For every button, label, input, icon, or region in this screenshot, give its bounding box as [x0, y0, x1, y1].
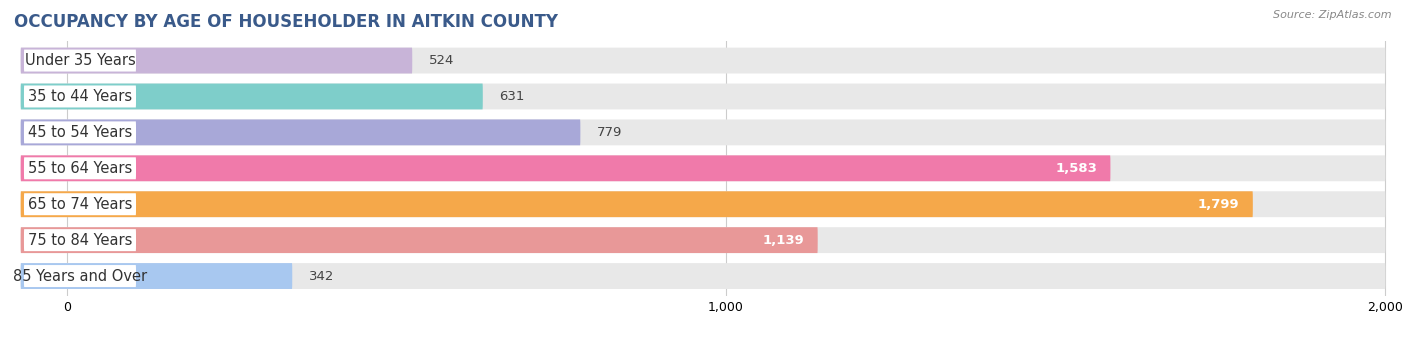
FancyBboxPatch shape: [24, 229, 136, 251]
Text: Under 35 Years: Under 35 Years: [25, 53, 135, 68]
FancyBboxPatch shape: [24, 50, 136, 71]
Text: 779: 779: [598, 126, 623, 139]
FancyBboxPatch shape: [21, 84, 482, 109]
FancyBboxPatch shape: [21, 191, 1253, 217]
FancyBboxPatch shape: [24, 157, 136, 179]
Text: 85 Years and Over: 85 Years and Over: [13, 269, 148, 284]
Text: 55 to 64 Years: 55 to 64 Years: [28, 161, 132, 176]
Text: OCCUPANCY BY AGE OF HOUSEHOLDER IN AITKIN COUNTY: OCCUPANCY BY AGE OF HOUSEHOLDER IN AITKI…: [14, 13, 558, 31]
FancyBboxPatch shape: [21, 155, 1111, 181]
Text: 45 to 54 Years: 45 to 54 Years: [28, 125, 132, 140]
FancyBboxPatch shape: [21, 191, 1385, 217]
Text: 342: 342: [309, 270, 335, 283]
FancyBboxPatch shape: [24, 121, 136, 143]
FancyBboxPatch shape: [21, 48, 1385, 73]
Text: 1,583: 1,583: [1056, 162, 1097, 175]
FancyBboxPatch shape: [21, 155, 1385, 181]
Text: 75 to 84 Years: 75 to 84 Years: [28, 233, 132, 248]
Text: 631: 631: [499, 90, 524, 103]
FancyBboxPatch shape: [24, 193, 136, 215]
Text: Source: ZipAtlas.com: Source: ZipAtlas.com: [1274, 10, 1392, 20]
Text: 1,799: 1,799: [1198, 198, 1240, 211]
FancyBboxPatch shape: [21, 227, 818, 253]
Text: 1,139: 1,139: [763, 234, 804, 246]
FancyBboxPatch shape: [21, 48, 412, 73]
FancyBboxPatch shape: [21, 119, 581, 145]
Text: 35 to 44 Years: 35 to 44 Years: [28, 89, 132, 104]
FancyBboxPatch shape: [21, 263, 1385, 289]
Text: 65 to 74 Years: 65 to 74 Years: [28, 197, 132, 212]
FancyBboxPatch shape: [21, 263, 292, 289]
FancyBboxPatch shape: [24, 85, 136, 107]
Text: 524: 524: [429, 54, 454, 67]
FancyBboxPatch shape: [21, 84, 1385, 109]
FancyBboxPatch shape: [24, 265, 136, 287]
FancyBboxPatch shape: [21, 119, 1385, 145]
FancyBboxPatch shape: [21, 227, 1385, 253]
